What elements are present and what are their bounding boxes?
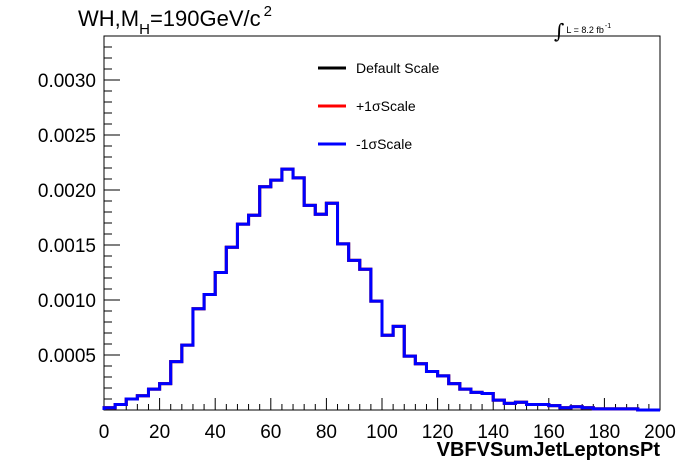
y-tick-label: 0.0025 xyxy=(38,126,96,147)
plot-title: WH,MH=190GeV/c 2 xyxy=(78,3,272,38)
luminosity-text: L = 8.2 fb xyxy=(566,25,604,35)
x-tick-label: 100 xyxy=(366,422,398,443)
plot-frame xyxy=(103,35,661,411)
legend-label: +1σScale xyxy=(356,98,416,114)
x-tick-label: 180 xyxy=(589,422,621,443)
legend: Default Scale +1σScale -1σScale xyxy=(318,60,439,152)
x-tick-label: 80 xyxy=(316,422,337,443)
title-main: WH,M xyxy=(78,6,140,31)
title-subscript: H xyxy=(139,21,150,38)
y-tick-label: 0.0005 xyxy=(38,346,96,367)
luminosity-superscript: -1 xyxy=(604,23,612,30)
x-tick-label: 120 xyxy=(422,422,454,443)
series-1-line xyxy=(102,167,660,412)
x-tick-label: 0 xyxy=(99,422,110,443)
x-tick-label: 200 xyxy=(644,422,676,443)
x-axis: 0 20 40 60 80 100 120 140 160 180 200 xyxy=(99,398,676,443)
legend-label: -1σScale xyxy=(356,136,412,152)
luminosity-label: ∫ L = 8.2 fb-1 xyxy=(554,14,612,43)
x-axis-label: VBFVSumJetLeptonsPt xyxy=(436,439,660,461)
y-axis: 0.0005 0.0010 0.0015 0.0020 0.0025 0.0030 xyxy=(38,35,120,400)
title-rest: =190GeV/c xyxy=(149,6,261,31)
x-tick-label: 20 xyxy=(149,422,170,443)
series-layer xyxy=(102,167,660,412)
y-tick-label: 0.0020 xyxy=(38,181,96,202)
series-2-line xyxy=(102,167,660,412)
integral-symbol: ∫ xyxy=(554,19,565,43)
x-tick-label: 60 xyxy=(260,422,281,443)
y-tick-label: 0.0010 xyxy=(38,291,96,312)
x-tick-label: 40 xyxy=(205,422,226,443)
title-superscript: 2 xyxy=(263,3,272,20)
series-0-line xyxy=(102,167,660,412)
x-tick-label: 140 xyxy=(477,422,509,443)
legend-label: Default Scale xyxy=(356,60,439,76)
x-tick-label: 160 xyxy=(533,422,565,443)
y-tick-label: 0.0015 xyxy=(38,236,96,257)
y-tick-label: 0.0030 xyxy=(38,71,96,92)
